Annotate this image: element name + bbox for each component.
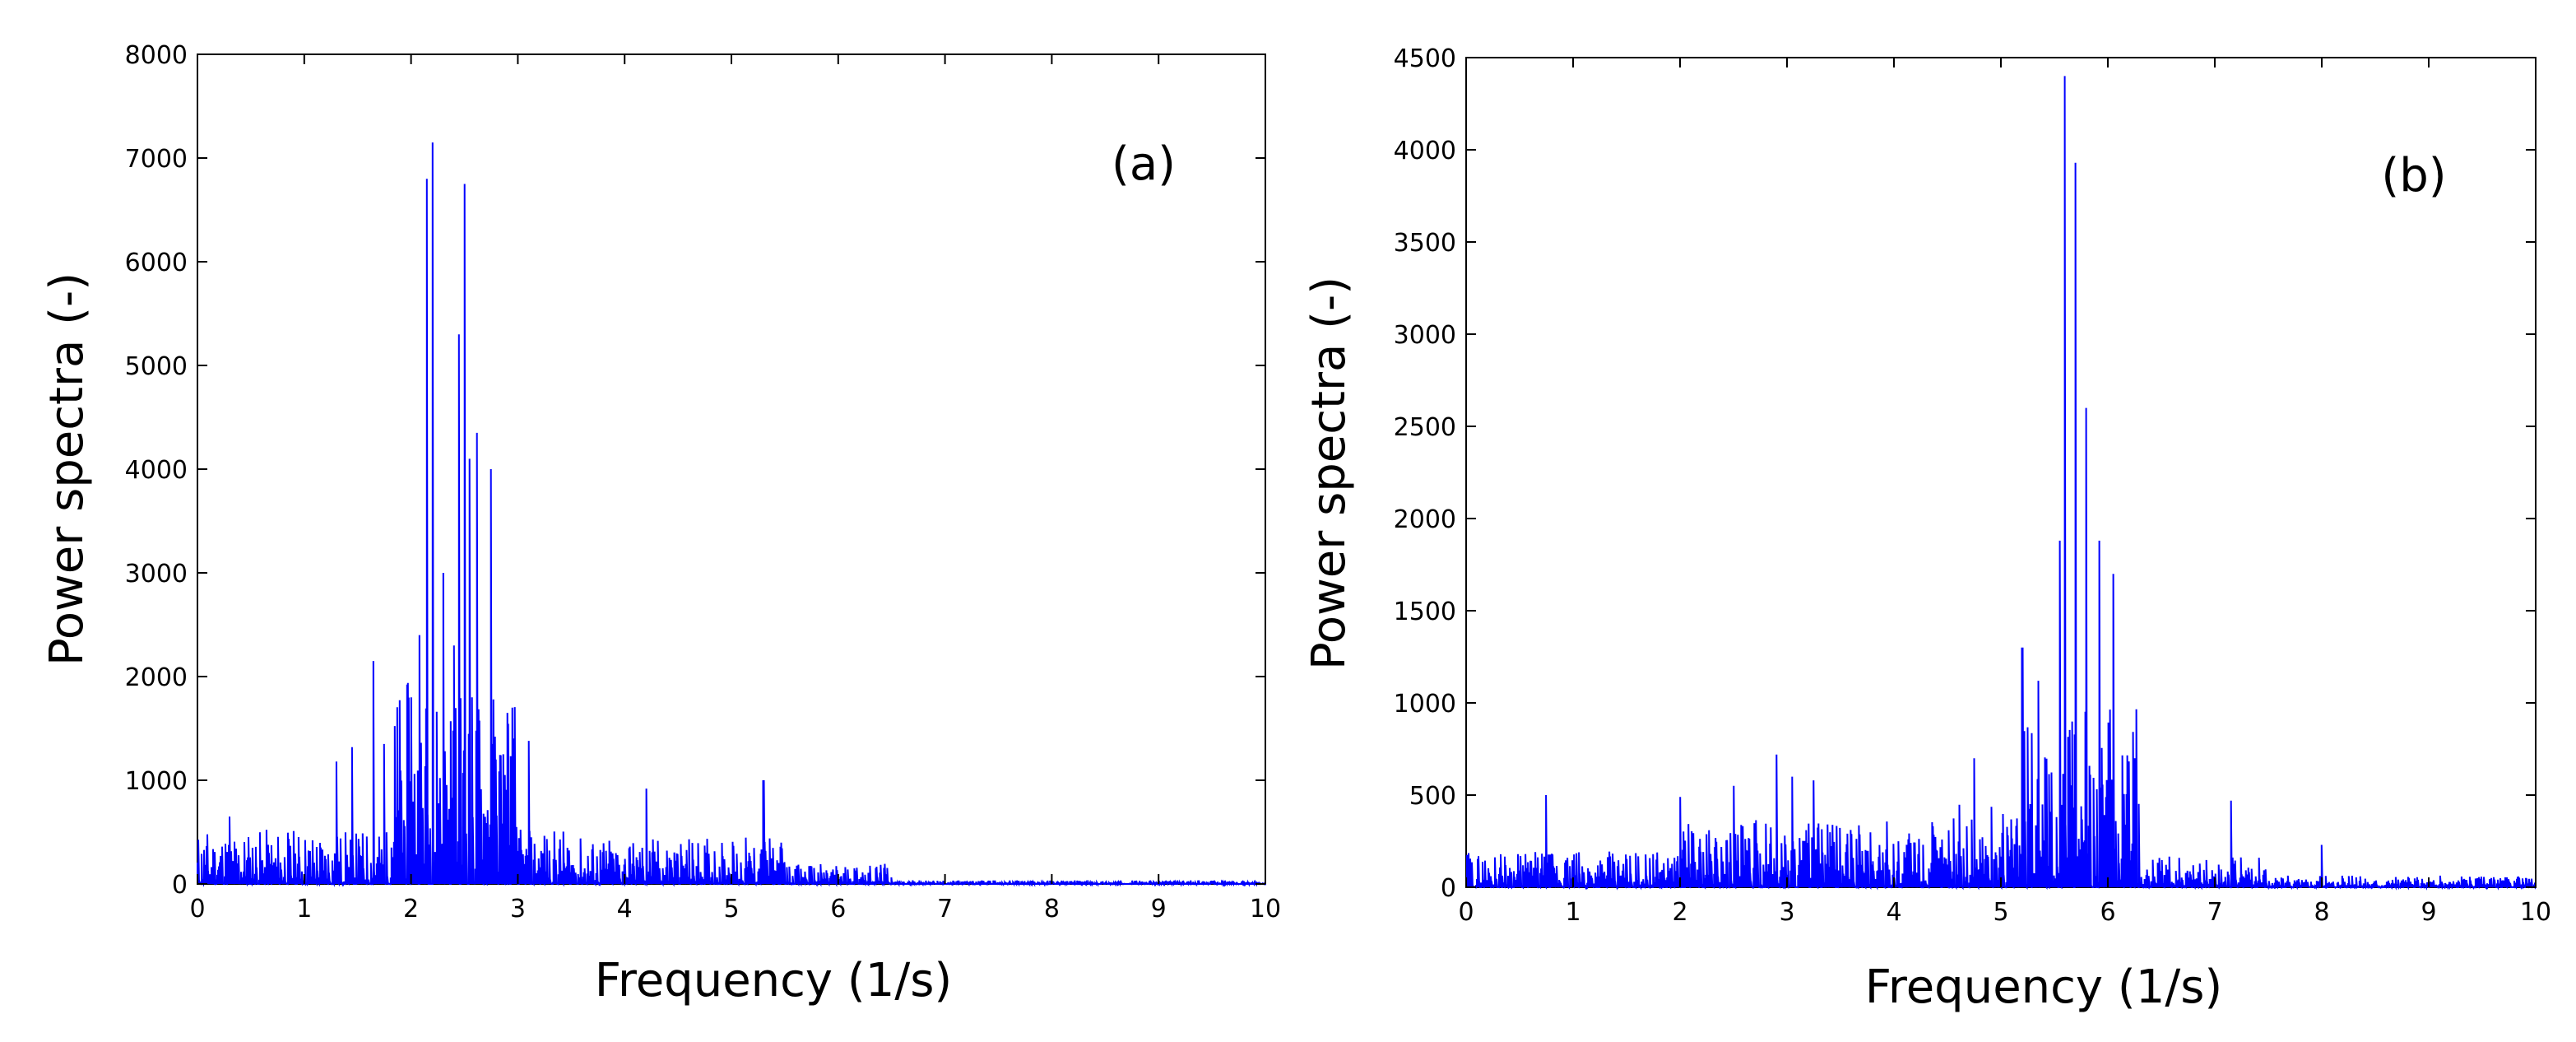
chart-a-y-tick-label: 7000 [125,145,188,174]
chart-a: 0 1 2 3 4 5 6 7 8 9 10 0 1000 2000 3000 4000 5000 6000 70… [40,41,1281,1007]
chart-a-y-tick-label: 5000 [125,352,188,381]
chart-b-y-tick-label: 4000 [1394,137,1456,165]
chart-b-x-tick-label: 3 [1779,898,1794,927]
chart-a-y-tick-label: 3000 [125,560,188,588]
chart-b-x-tick-label: 7 [2207,898,2222,927]
chart-a-x-tick-label: 4 [617,895,633,923]
chart-b-x-tick-label: 6 [2100,898,2115,927]
chart-b-x-tick-label: 2 [1672,898,1687,927]
chart-a-y-tick-label: 8000 [125,41,188,70]
chart-b-axes-frame [1465,57,2537,888]
chart-b-x-tick-label: 9 [2421,898,2436,927]
chart-b-y-tick-label: 2000 [1394,505,1456,534]
chart-a-panel-label: (a) [1112,137,1176,191]
chart-b-y-tick-label: 3500 [1394,229,1456,258]
chart-b-y-tick-label: 500 [1409,782,1456,811]
chart-a-x-tick-label: 5 [723,895,739,923]
chart-b-x-tick-label: 0 [1458,898,1474,927]
chart-a-x-tick-label: 9 [1151,895,1167,923]
chart-b-x-ticks: 0 1 2 3 4 5 6 7 8 9 10 [1458,58,2551,927]
chart-b-x-tick-label: 5 [1993,898,2008,927]
chart-b-y-tick-label: 3000 [1394,321,1456,350]
chart-b-y-tick-label: 4500 [1394,44,1456,73]
chart-b-y-tick-label: 1000 [1394,690,1456,719]
chart-b-y-tick-label: 2500 [1394,413,1456,442]
chart-a-y-ticks: 0 1000 2000 3000 4000 5000 6000 7000 8000 [125,41,1265,900]
chart-a-y-tick-label: 6000 [125,249,188,277]
chart-b-x-tick-label: 8 [2314,898,2329,927]
chart-b-y-ticks: 0 500 1000 1500 2000 2500 3000 3500 4000 4500 [1394,44,2536,903]
chart-a-y-axis-label: Power spectra (-) [40,272,94,666]
chart-a-y-tick-label: 2000 [125,663,188,692]
chart-a-x-ticks: 0 1 2 3 4 5 6 7 8 9 10 [189,54,1281,923]
chart-a-x-tick-label: 0 [189,895,205,923]
chart-a-x-tick-label: 10 [1250,895,1281,923]
chart-b-panel-label: (b) [2381,149,2446,202]
chart-b-x-tick-label: 10 [2520,898,2551,927]
chart-a-x-tick-label: 3 [510,895,526,923]
chart-b-x-axis-label: Frequency (1/s) [1865,961,2222,1014]
chart-a-x-tick-label: 6 [830,895,846,923]
chart-a-y-tick-label: 4000 [125,456,188,485]
chart-a-x-axis-label: Frequency (1/s) [595,954,952,1007]
chart-b-y-axis-label: Power spectra (-) [1302,277,1356,670]
chart-b: 0 1 2 3 4 5 6 7 8 9 10 0 500 1000 1500 2000 2500 3000 350… [1302,44,2551,1014]
chart-a-x-tick-label: 1 [296,895,312,923]
chart-b-y-tick-label: 0 [1441,874,1456,903]
chart-a-y-tick-label: 1000 [125,767,188,796]
chart-a-x-tick-label: 7 [937,895,953,923]
chart-a-x-tick-label: 8 [1044,895,1060,923]
chart-b-x-tick-label: 1 [1565,898,1580,927]
chart-b-y-tick-label: 1500 [1394,598,1456,626]
chart-a-spectrum-series [197,142,1266,887]
chart-a-axes-frame [197,53,1266,885]
chart-b-x-tick-label: 4 [1886,898,1901,927]
chart-a-y-tick-label: 0 [172,871,188,900]
chart-a-x-tick-label: 2 [403,895,419,923]
chart-a-spectrum-line [197,142,1266,887]
